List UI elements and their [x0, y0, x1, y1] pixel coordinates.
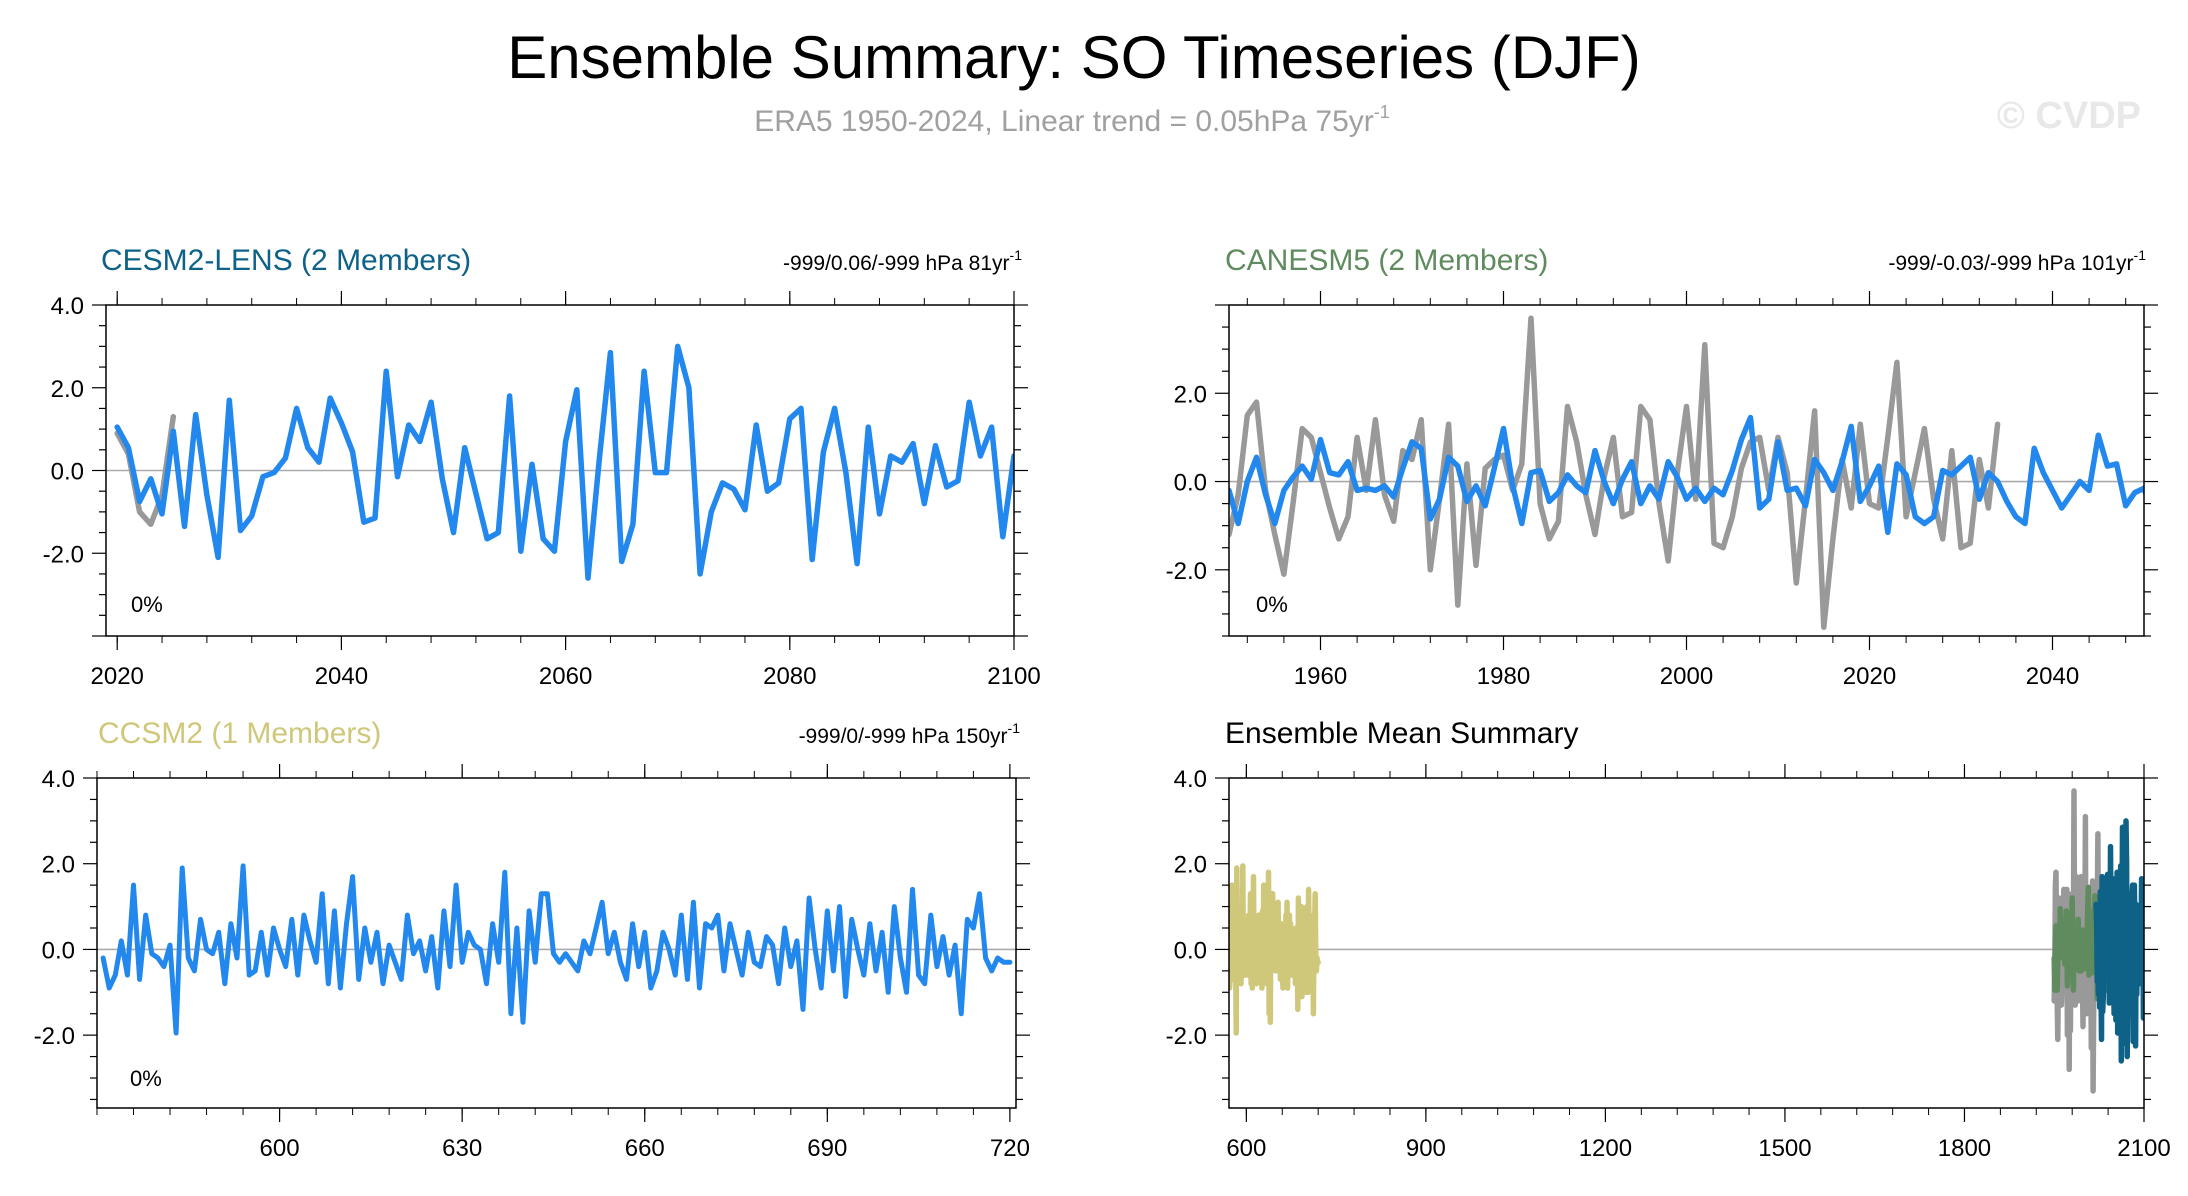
figure-subtitle-text: ERA5 1950-2024, Linear trend = 0.05hPa 7…	[754, 105, 1374, 138]
panel-title: CESM2-LENS (2 Members)	[101, 244, 471, 277]
series-group	[100, 863, 1013, 1036]
plot-frame	[1228, 777, 2145, 1109]
chart-panel-canesm5: CANESM5 (2 Members) -999/-0.03/-999 hPa 1…	[1166, 244, 2158, 690]
x-tick-label: 2020	[91, 663, 144, 690]
x-tick-label: 1200	[1579, 1135, 1632, 1162]
percent-label: 0%	[130, 1066, 162, 1091]
x-tick-label: 690	[807, 1135, 847, 1162]
series-line-ccsm2	[100, 863, 1013, 1036]
x-tick-label: 1500	[1758, 1135, 1811, 1162]
x-tick-label: 2040	[315, 663, 368, 690]
series-line-canesm5	[1229, 414, 2144, 536]
figure-subtitle-sup: -1	[1374, 102, 1390, 122]
x-tick-label: 2080	[763, 663, 816, 690]
x-tick-label: 1800	[1938, 1135, 1991, 1162]
x-tick-label: 1980	[1477, 663, 1530, 690]
percent-label: 0%	[131, 592, 163, 617]
panel-stats-sup: -1	[1008, 720, 1021, 736]
y-tick-label: -2.0	[34, 1023, 75, 1050]
series-group	[1229, 788, 2144, 1094]
x-tick-label: 1960	[1294, 663, 1347, 690]
panel-stats: -999/-0.03/-999 hPa 101yr-1	[1888, 247, 2146, 275]
y-tick-label: 2.0	[42, 852, 75, 879]
x-tick-label: 660	[625, 1135, 665, 1162]
y-tick-label: 4.0	[1174, 766, 1207, 793]
chart-panel-ccsm2: CCSM2 (1 Members) -999/0/-999 hPa 150yr-1…	[34, 717, 1030, 1162]
series-line-ccsm2	[1229, 863, 1321, 1036]
series-line-era5	[2051, 788, 2102, 1094]
y-tick-label: 2.0	[1174, 381, 1207, 408]
x-tick-label: 600	[1226, 1135, 1266, 1162]
y-tick-label: -2.0	[43, 541, 84, 568]
panel-stats: -999/0/-999 hPa 150yr-1	[799, 720, 1021, 748]
y-tick-label: -2.0	[1166, 558, 1207, 585]
figure-title: Ensemble Summary: SO Timeseries (DJF)	[507, 24, 1641, 91]
watermark: © CVDP	[1997, 95, 2141, 137]
y-tick-label: 2.0	[1174, 852, 1207, 879]
x-tick-label: 2040	[2026, 663, 2079, 690]
x-tick-label: 2060	[539, 663, 592, 690]
percent-label: 0%	[1256, 592, 1288, 617]
y-tick-label: -2.0	[1166, 1023, 1207, 1050]
panel-stats-text: -999/0.06/-999 hPa 81yr	[783, 252, 1010, 275]
panel-stats-sup: -1	[2134, 247, 2147, 263]
y-tick-label: 0.0	[42, 937, 75, 964]
panel-stats-text: -999/0/-999 hPa 150yr	[799, 725, 1008, 748]
x-tick-label: 720	[990, 1135, 1030, 1162]
y-tick-label: 0.0	[1174, 470, 1207, 497]
series-line-era5	[1229, 315, 2001, 630]
series-group	[114, 343, 1014, 581]
y-tick-label: 2.0	[51, 376, 84, 403]
y-tick-label: 4.0	[42, 766, 75, 793]
x-tick-label: 900	[1406, 1135, 1446, 1162]
series-line-cesm2-lens	[2093, 818, 2144, 1064]
series-line-cesm2-lens	[114, 343, 1014, 581]
plot-frame	[96, 777, 1017, 1109]
panel-stats: -999/0.06/-999 hPa 81yr-1	[783, 247, 1022, 275]
panel-stats-sup: -1	[1010, 247, 1023, 263]
x-tick-label: 600	[260, 1135, 300, 1162]
x-tick-label: 2000	[1660, 663, 1713, 690]
x-tick-label: 2100	[987, 663, 1040, 690]
chart-panel-cesm2: CESM2-LENS (2 Members) -999/0.06/-999 hPa…	[43, 244, 1041, 690]
series-group	[1229, 315, 2144, 630]
panel-stats-text: -999/-0.03/-999 hPa 101yr	[1888, 252, 2133, 275]
y-tick-label: 0.0	[1174, 937, 1207, 964]
x-tick-label: 2100	[2117, 1135, 2170, 1162]
figure-subtitle: ERA5 1950-2024, Linear trend = 0.05hPa 7…	[754, 102, 1390, 138]
x-tick-label: 2020	[1843, 663, 1896, 690]
panel-title: CCSM2 (1 Members)	[98, 717, 381, 750]
panel-title: CANESM5 (2 Members)	[1225, 244, 1548, 277]
panel-title: Ensemble Mean Summary	[1225, 717, 1578, 750]
x-tick-label: 630	[442, 1135, 482, 1162]
chart-panel-ensemble: Ensemble Mean Summary -2.0 0.0 2.0 4.0 600 900…	[1166, 717, 2171, 1162]
y-tick-label: 4.0	[51, 293, 84, 320]
y-tick-label: 0.0	[51, 459, 84, 486]
